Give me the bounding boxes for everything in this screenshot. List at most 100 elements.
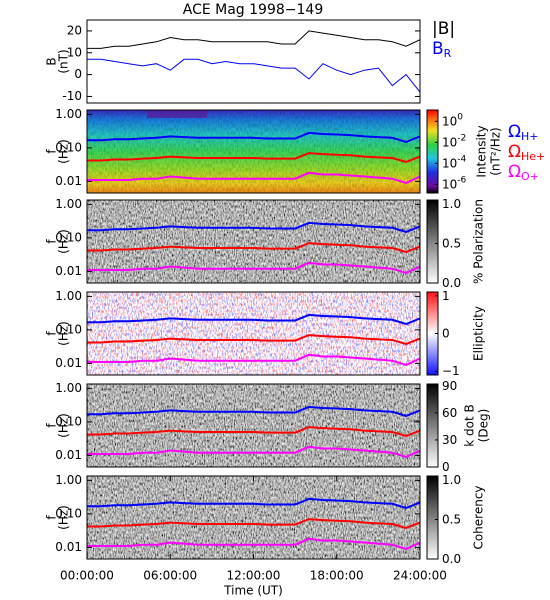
x-axis-label: Time (UT) xyxy=(223,584,283,598)
colorbar xyxy=(426,199,439,284)
y-axis-label: f xyxy=(45,515,59,520)
colorbar-tick-exponent: -4 xyxy=(457,154,466,164)
legend-subscript: O+ xyxy=(521,170,539,183)
legend-entry: ΩHe+ xyxy=(508,142,545,163)
y-axis-label: (Hz) xyxy=(57,139,71,164)
spectrogram-image xyxy=(87,200,420,283)
colorbar-label: Coherency xyxy=(472,485,486,549)
x-tick-label: 00:00:00 xyxy=(60,569,114,583)
series-line xyxy=(87,518,420,530)
colorbar-tick-label: 10-4 xyxy=(442,154,467,170)
series-group xyxy=(87,131,420,184)
colorbar-tick-text: 0.5 xyxy=(442,236,461,250)
spectrogram-noise xyxy=(87,110,420,193)
y-tick-label: 0.10 xyxy=(55,230,82,244)
series-line xyxy=(87,353,420,366)
colorbar-tick-text: 10 xyxy=(442,135,457,149)
legend-name: Ω xyxy=(508,122,521,142)
x-tick-label: 18:00:00 xyxy=(310,569,364,583)
series-line xyxy=(87,405,420,418)
y-axis-label: (nT) xyxy=(57,49,71,73)
y-axis-label: f xyxy=(45,331,59,336)
series-group xyxy=(87,405,420,458)
legend-name: Ω xyxy=(508,162,521,182)
series-line xyxy=(87,171,420,184)
y-axis-label: (Hz) xyxy=(57,413,71,438)
colorbar-tick-text: 10 xyxy=(442,177,457,191)
legend-name: Ω xyxy=(508,142,521,162)
y-tick-label: 0.01 xyxy=(55,174,82,188)
y-axis-label: f xyxy=(45,149,59,154)
series-group xyxy=(87,221,420,274)
colorbar-label: (Deg) xyxy=(477,409,491,443)
y-tick-label: 20 xyxy=(67,23,82,37)
plot-frame xyxy=(86,19,421,104)
colorbar-tick-label: 1.0 xyxy=(442,472,461,486)
y-tick-label: 10 xyxy=(67,45,82,59)
series-line xyxy=(87,30,420,49)
plot-frame xyxy=(86,291,421,376)
legend-name: B xyxy=(432,39,444,59)
colorbar-label: % Polarization xyxy=(472,199,486,284)
series-group xyxy=(87,313,420,366)
colorbar-tick-text: 90 xyxy=(442,378,457,392)
colorbar-tick-label: 0 xyxy=(442,460,450,474)
y-tick-label: 0 xyxy=(74,67,82,81)
y-tick-label: 0.10 xyxy=(55,140,82,154)
y-tick-label: 0.01 xyxy=(55,448,82,462)
series-group xyxy=(87,30,420,93)
colorbar-tick-label: 10-6 xyxy=(442,175,467,191)
colorbar-tick-text: 0.0 xyxy=(442,276,461,290)
spectrogram-noise xyxy=(87,476,420,559)
series-line xyxy=(87,313,420,326)
series-line xyxy=(87,152,420,164)
y-tick-label: 1.00 xyxy=(55,473,82,487)
plot-frame xyxy=(86,109,421,194)
spectrogram-patch xyxy=(147,110,207,118)
plot-frame xyxy=(86,475,421,560)
colorbar-tick-text: 60 xyxy=(442,405,457,419)
colorbar-tick-exponent: 0 xyxy=(457,112,463,122)
colorbar xyxy=(426,109,439,194)
y-tick-label: 0.01 xyxy=(55,540,82,554)
x-tick-label: 06:00:00 xyxy=(143,569,197,583)
colorbar-tick-label: 10-2 xyxy=(442,133,466,149)
colorbar-tick-label: 100 xyxy=(442,112,463,128)
y-axis-label: (Hz) xyxy=(57,229,71,254)
y-tick-label: 0.10 xyxy=(55,414,82,428)
spectrogram-image xyxy=(87,292,420,375)
y-tick-label: 0.01 xyxy=(55,264,82,278)
legend-entry: |B| xyxy=(432,19,455,39)
y-axis-label: (Hz) xyxy=(57,505,71,530)
series-line xyxy=(87,537,420,550)
y-tick-label: 1.00 xyxy=(55,289,82,303)
y-axis-label: f xyxy=(45,423,59,428)
y-axis-label: (Hz) xyxy=(57,321,71,346)
spectrogram-image xyxy=(87,384,420,467)
y-tick-label: 0.10 xyxy=(55,506,82,520)
legend-subscript: He+ xyxy=(521,150,545,163)
spectrogram-image xyxy=(87,476,420,559)
spectrogram-noise xyxy=(87,384,420,467)
series-line xyxy=(87,445,420,458)
y-tick-label: 1.00 xyxy=(55,197,82,211)
x-tick-label: 24:00:00 xyxy=(393,569,447,583)
colorbar-tick-text: 0.0 xyxy=(442,552,461,566)
colorbar-tick-exponent: -6 xyxy=(457,175,466,185)
series-line xyxy=(87,426,420,438)
spectrogram-noise xyxy=(87,292,420,375)
legend-name: |B| xyxy=(432,19,455,39)
colorbar-tick-label: 0.0 xyxy=(442,552,461,566)
colorbar-tick-text: 0 xyxy=(442,460,450,474)
colorbar xyxy=(426,475,439,560)
colorbar-tick-label: 90 xyxy=(442,378,457,392)
series-line xyxy=(87,58,420,93)
series-line xyxy=(87,334,420,346)
colorbar-tick-text: 1.0 xyxy=(442,196,461,210)
colorbar-tick-label: 0.5 xyxy=(442,512,461,526)
legend-subscript: R xyxy=(444,47,452,60)
x-tick-label: 12:00:00 xyxy=(227,569,281,583)
colorbar-tick-exponent: -2 xyxy=(457,133,466,143)
legend-subscript: H+ xyxy=(521,130,539,143)
colorbar-tick-text: 1 xyxy=(442,288,450,302)
